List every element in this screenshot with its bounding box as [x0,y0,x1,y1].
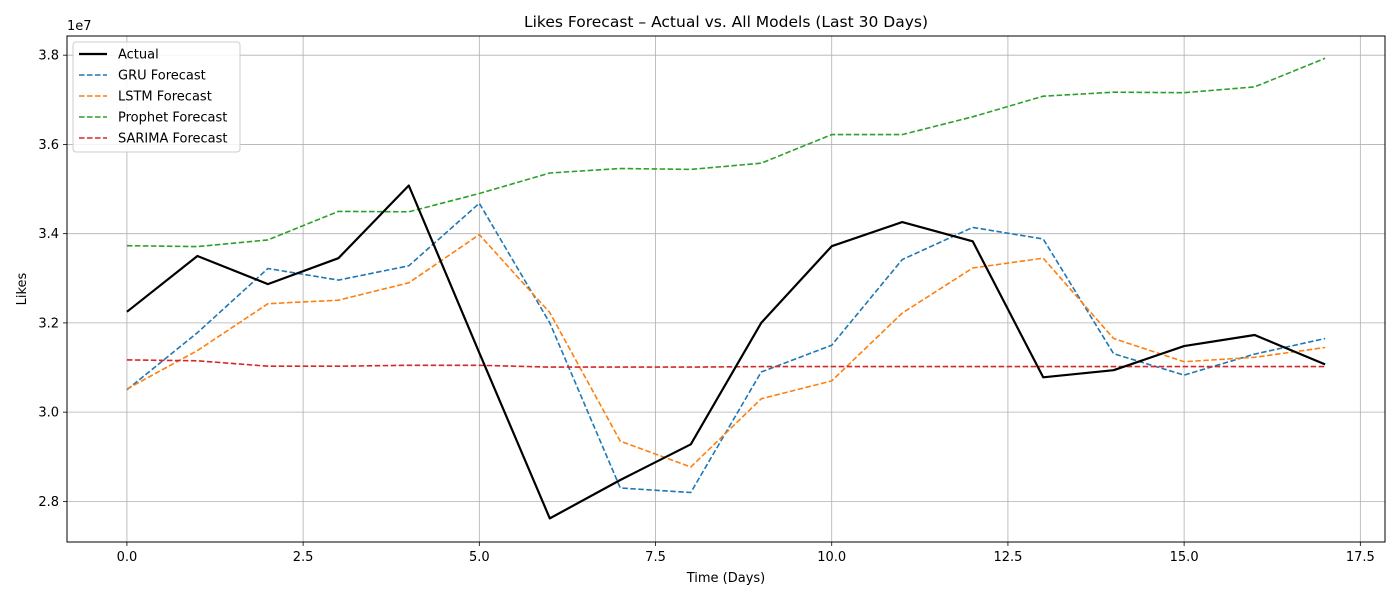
y-tick-label: 3.6 [38,138,59,153]
y-tick-label: 3.0 [38,406,59,421]
y-tick-label: 3.2 [38,316,59,331]
x-tick-label: 15.0 [1170,550,1199,565]
series-lines [126,57,1326,520]
x-tick-label: 2.5 [293,550,314,565]
x-tick-label: 5.0 [469,550,490,565]
plot-frame [66,35,1386,543]
x-tick-label: 12.5 [993,550,1022,565]
x-tick-label: 7.5 [645,550,666,565]
y-tick-label: 3.4 [38,227,59,242]
y-axis-label: Likes [15,272,30,305]
legend-label: Actual [118,48,159,63]
x-tick-label: 17.5 [1346,550,1375,565]
legend-box [72,41,241,153]
legend-label: SARIMA Forecast [118,132,228,147]
legend-label: LSTM Forecast [118,90,212,105]
series-line-actual [126,184,1326,520]
x-tick-label: 0.0 [117,550,138,565]
y-tick-label: 3.8 [38,49,59,64]
grid [67,36,1385,542]
x-axis-label: Time (Days) [686,571,766,586]
legend: Actual GRU Forecast LSTM Forecast Prophet F… [72,41,241,153]
axis-ticks: 0.0 2.5 5.0 7.5 10.0 12.5 15.0 17.5 2.8 3.0 3.2 3.4… [38,49,1374,565]
y-offset-text: 1e7 [67,19,92,34]
chart-title: Likes Forecast – Actual vs. All Models (… [524,13,928,31]
series-line-prophet-forecast [126,57,1326,248]
x-tick-label: 10.0 [817,550,846,565]
legend-label: Prophet Forecast [118,111,227,126]
y-tick-label: 2.8 [38,495,59,510]
series-line-lstm-forecast [126,233,1326,468]
legend-label: GRU Forecast [118,69,206,84]
